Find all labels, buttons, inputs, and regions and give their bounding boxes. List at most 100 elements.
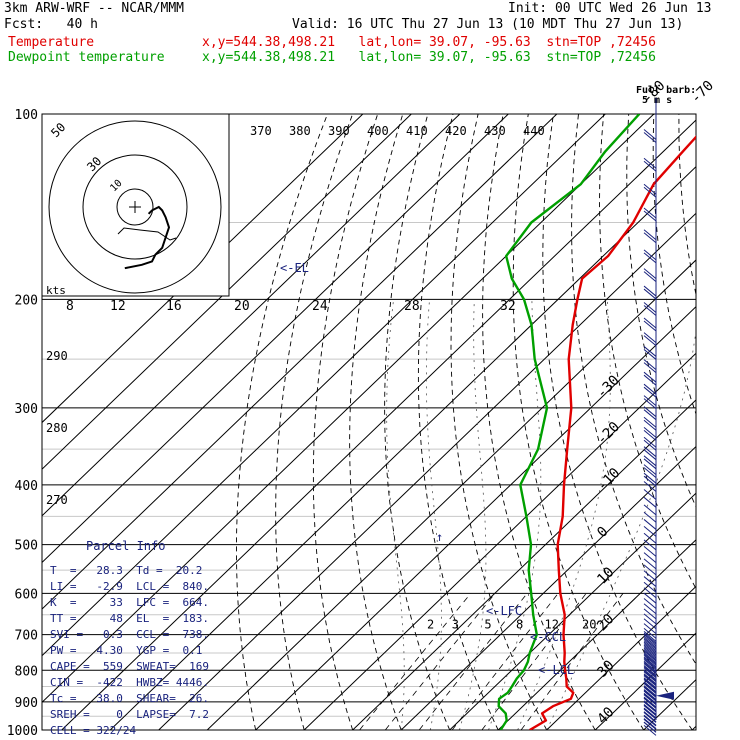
wind-barb-flag <box>643 581 657 593</box>
temperature-legend: Temperature <box>8 35 95 50</box>
parcel-row: LI = -2.9 LCL = 840. <box>50 580 209 593</box>
hodograph-ring <box>48 120 222 294</box>
isotherm-line <box>109 166 696 730</box>
wind-barb-flag <box>643 630 657 642</box>
isotherm-line <box>42 114 364 424</box>
wind-barb-flag <box>643 539 657 551</box>
temperature-tick-label: 0 <box>594 524 611 541</box>
wind-barb-flag <box>643 675 657 687</box>
wind-barb-flag <box>643 419 657 431</box>
pressure-tick-label: 500 <box>15 539 38 554</box>
hodograph-speed-label: 16 <box>166 299 182 314</box>
wind-barb-flag <box>643 618 657 630</box>
hodograph-trace <box>124 205 171 270</box>
wind-barb-flag <box>643 526 657 537</box>
plot-frame <box>41 113 697 731</box>
wind-barb-flag <box>643 627 657 639</box>
wind-barb-flag <box>643 693 657 705</box>
dry-adiabat-line <box>512 114 645 730</box>
temperature-tick-label: 40 <box>594 704 617 727</box>
wind-barb-flag <box>643 632 657 644</box>
wind-barb-flag <box>643 467 657 479</box>
isotherm-line <box>594 632 696 730</box>
pressure-tick-label: 900 <box>15 696 38 711</box>
wind-barb-flag <box>643 464 657 476</box>
wind-barb-flag <box>643 674 657 686</box>
wind-barb-flag <box>643 439 657 451</box>
temperature-tick-label: 10 <box>594 564 617 587</box>
temperature-tick-label: 30 <box>594 657 617 680</box>
wind-barb-flag <box>643 232 657 244</box>
hodograph-ring <box>82 154 188 260</box>
wind-barb-flag <box>643 673 657 685</box>
wind-barb-flag <box>643 683 657 694</box>
wind-barb-flag <box>643 638 657 650</box>
temperature-profile <box>529 135 696 730</box>
wind-barb-flag <box>643 288 657 300</box>
mixing-ratio-label: 5 <box>484 618 491 632</box>
wind-barb-flag <box>643 667 657 679</box>
wind-barb-flag <box>643 386 657 398</box>
wind-barb-flag <box>643 511 657 523</box>
wind-barb-flag <box>643 665 657 676</box>
wind-barb-flag <box>643 302 657 313</box>
wind-barb-flag <box>643 129 657 140</box>
wind-barb-flag <box>643 455 657 467</box>
isotherm-line <box>42 114 558 610</box>
isotherm-line <box>42 114 412 470</box>
wind-barb-flag <box>643 519 657 530</box>
wind-barb-flag <box>643 532 657 544</box>
wind-barb-flag <box>643 682 657 694</box>
hodograph-speed-label: 28 <box>404 299 420 314</box>
theta-label: 410 <box>406 124 428 138</box>
wind-barb-flag <box>643 545 657 557</box>
temperature-tick-label: -60 <box>736 78 740 107</box>
theta-label: 440 <box>523 124 545 138</box>
parcel-row: CIN = -422 HWBZ= 4446. <box>50 676 209 689</box>
wind-barb-flag <box>643 157 657 169</box>
wind-barb-flag <box>643 608 657 620</box>
wind-barb-flag <box>643 472 657 484</box>
wind-barb-flag <box>643 724 657 736</box>
wind-barb-flag <box>643 649 657 660</box>
init-time: Init: 00 UTC Wed 26 Jun 13 <box>508 1 712 16</box>
dry-adiabat-line <box>626 114 696 509</box>
dry-adiabat-line <box>236 114 328 730</box>
wind-barb-flag <box>643 669 657 681</box>
wind-barb-flag <box>643 686 657 698</box>
wind-barb-flag <box>643 395 657 407</box>
wind-barb-flag <box>643 383 657 395</box>
wind-barb-flag <box>643 160 657 172</box>
theta-label: 270 <box>46 493 68 507</box>
wind-barb-flag <box>643 416 657 428</box>
wind-barb-flag <box>643 692 657 704</box>
barb-legend-label: Full barb: <box>636 85 696 96</box>
wind-barb-flag <box>643 252 657 264</box>
theta-label: 400 <box>367 124 389 138</box>
dry-adiabat-line <box>417 114 499 730</box>
wind-barb-flag <box>643 679 657 691</box>
wind-barb-flag <box>643 598 657 609</box>
wind-barb-flag <box>643 677 657 689</box>
mixing-ratio-label: 2 <box>427 618 434 632</box>
mixing-ratio-line <box>384 593 496 730</box>
dry-adiabat-line <box>571 114 696 665</box>
wind-barb-flag <box>643 332 657 343</box>
theta-label: 380 <box>289 124 311 138</box>
wind-barb-flag <box>643 613 657 625</box>
dewpoint-legend: Dewpoint temperature <box>8 50 165 65</box>
wind-barb-flag <box>643 576 657 587</box>
wind-barb-flag <box>643 715 657 727</box>
wind-barb-flag <box>643 721 657 733</box>
wind-barb-flag <box>643 207 657 219</box>
mixing-ratio-line <box>520 593 624 730</box>
parcel-row: TT = 48 EL = 183. <box>50 612 209 625</box>
parcel-row: PW = 4.30 YGP = 0.1 <box>50 644 203 657</box>
isotherm-line <box>546 585 696 730</box>
mixing-ratio-line <box>418 593 528 730</box>
model-label: 3km ARW-WRF -- NCAR/MMM <box>4 1 185 16</box>
temperature-tick-label: -70 <box>688 78 717 107</box>
level-marker-label: <-LCL <box>538 663 574 677</box>
wind-barb-flag <box>643 271 657 282</box>
wind-barb-flag <box>643 592 657 604</box>
